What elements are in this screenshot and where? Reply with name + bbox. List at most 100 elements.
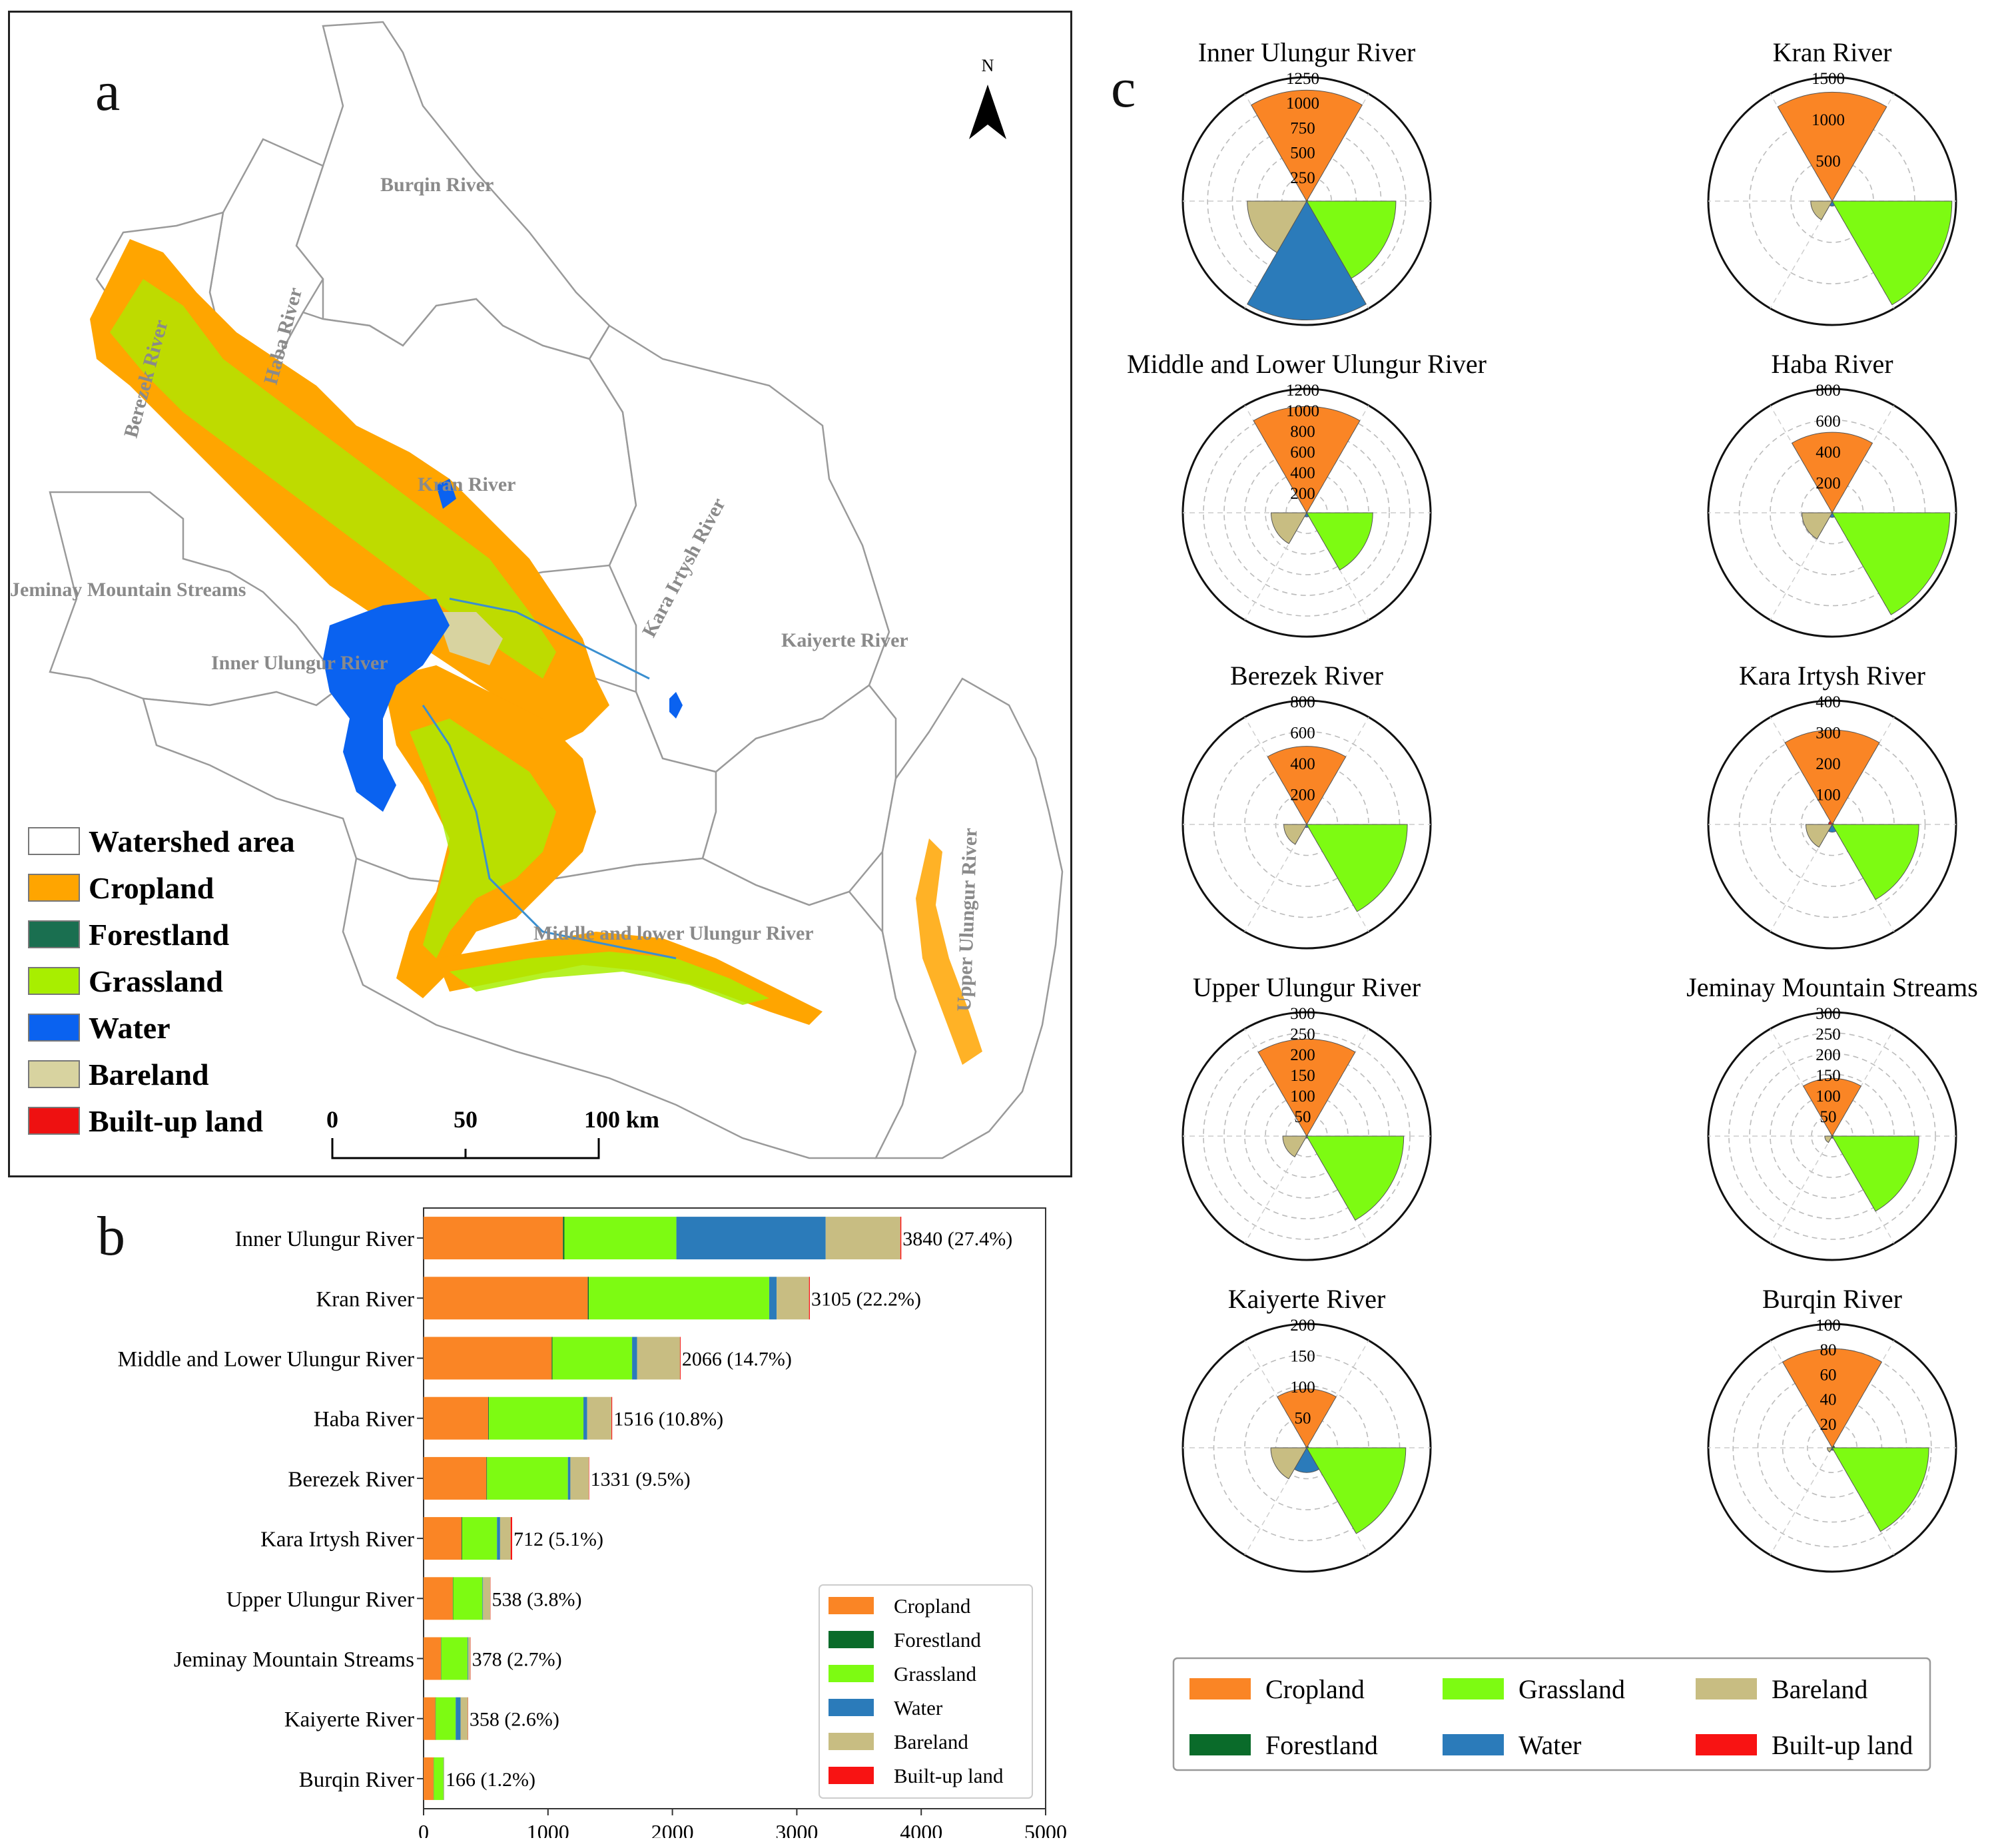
bar-segment-cropland (424, 1396, 489, 1440)
bar-legend-label: Cropland (894, 1594, 971, 1618)
polar-tick-label: 200 (1290, 1317, 1315, 1335)
map-legend-swatch-cropland (28, 874, 80, 902)
polar-tick-label: 750 (1290, 119, 1315, 137)
polar-legend-swatch (1696, 1678, 1757, 1699)
bar-segment-cropland (424, 1697, 436, 1740)
bar-legend-label: Bareland (894, 1730, 968, 1753)
bar-category-label: Berezek River (288, 1468, 414, 1492)
polar-chart: Middle and Lower Ulungur River 200 400 600 8… (1127, 349, 1487, 638)
polar-tick-label: 200 (1290, 485, 1315, 503)
polar-tick-label: 1500 (1812, 70, 1845, 88)
bar-category-label: Haba River (314, 1408, 414, 1432)
map-legend-label: Bareland (89, 1058, 209, 1091)
polar-legend-label: Water (1518, 1730, 1582, 1760)
grassland-lower-strip (450, 952, 769, 1005)
polar-title: Kaiyerte River (1228, 1284, 1386, 1314)
polar-tick-label: 250 (1290, 1026, 1315, 1044)
label-inner-ulungur: Inner Ulungur River (211, 652, 388, 674)
bar-legend-label: Grassland (894, 1662, 976, 1686)
bar-segment-forestland (486, 1456, 488, 1500)
lake-ulungur (323, 599, 450, 812)
polar-tick-label: 600 (1290, 725, 1315, 743)
polar-tick-label: 500 (1816, 153, 1841, 170)
polar-wedge-built-up-land (1828, 820, 1833, 825)
polar-chart: Kara Irtysh River 100 200 300 400 (1707, 661, 1957, 950)
polar-wedge-bareland (1247, 200, 1307, 254)
polar-tick-label: 500 (1290, 145, 1315, 162)
polar-grid-spoke (1770, 1135, 1833, 1244)
bar-segment-forestland (452, 1577, 454, 1620)
bar-legend-swatch (829, 1631, 874, 1648)
polar-tick-label: 200 (1816, 755, 1841, 773)
bar-segment-built-up-land (900, 1217, 902, 1260)
bar-segment-forestland (563, 1217, 565, 1260)
polar-title: Kran River (1773, 37, 1892, 67)
map-legend-label: Grassland (89, 964, 223, 998)
bar-segment-bareland (468, 1637, 471, 1680)
bar-xtick-label: 2000 (651, 1820, 694, 1838)
bar-segment-bareland (825, 1217, 900, 1260)
map-legend-label: Water (89, 1011, 170, 1045)
water-kara-irtysh (669, 692, 683, 719)
bar-category-label: Middle and Lower Ulungur River (118, 1348, 414, 1372)
polar-wedge-grassland (1306, 824, 1408, 912)
polar-tick-label: 50 (1295, 1108, 1311, 1126)
panel-letter-a: a (95, 61, 121, 123)
landuse-patches (90, 239, 982, 1065)
polar-wedge-grassland (1832, 512, 1951, 615)
panel-letter-b: b (97, 1205, 125, 1267)
polar-tick-label: 200 (1816, 1046, 1841, 1064)
grassland-streaks (110, 279, 556, 679)
polar-tick-label: 1000 (1286, 95, 1319, 113)
polar-legend-swatch (1443, 1734, 1504, 1755)
label-burqin: Burqin River (380, 174, 494, 196)
polar-tick-label: 150 (1290, 1067, 1315, 1085)
bar-xtick-label: 5000 (1024, 1820, 1067, 1838)
bar-segment-water (632, 1337, 637, 1380)
polar-wedge-bareland (1283, 824, 1307, 845)
north-label: N (982, 56, 994, 75)
river-ulungur-line (422, 705, 677, 960)
bar-xtick-label: 0 (418, 1820, 429, 1838)
polar-wedge-grassland (1306, 1135, 1405, 1221)
map-legend-label: Watershed area (89, 824, 295, 858)
bar-segment-grassland (489, 1396, 584, 1440)
polar-tick-label: 50 (1820, 1108, 1837, 1126)
map-legend-label: Cropland (89, 871, 214, 905)
bar-legend-label: Forestland (894, 1628, 981, 1652)
bar-total-label: 358 (2.6%) (470, 1709, 559, 1731)
polar-chart: Inner Ulungur River 250 500 750 1000 1250 (1181, 37, 1432, 326)
polar-wedge-cropland (1277, 1388, 1337, 1448)
bar-segment-bareland (483, 1577, 491, 1620)
polar-wedge-bareland (1827, 1447, 1833, 1453)
bar-category-label: Kara Irtysh River (260, 1528, 414, 1552)
polar-title: Burqin River (1762, 1284, 1902, 1314)
bar-segment-built-up-land (809, 1277, 811, 1320)
bar-segment-grassland (564, 1217, 677, 1260)
polar-wedge-built-up-land (1305, 511, 1307, 513)
scale-bar-line (331, 1138, 600, 1159)
polar-tick-label: 150 (1290, 1348, 1315, 1366)
basin-upper-ulungur (874, 677, 1064, 1159)
bar-segment-water (567, 1456, 571, 1500)
polar-tick-label: 20 (1820, 1416, 1837, 1434)
polar-wedge-grassland (1306, 1447, 1407, 1534)
bar-legend-swatch (829, 1767, 874, 1784)
polar-wedge-cropland (1267, 746, 1347, 825)
bar-category-label: Kran River (316, 1287, 414, 1311)
bar-segment-cropland (424, 1517, 462, 1560)
bar-segment-cropland (424, 1757, 434, 1800)
bar-segment-bareland (570, 1456, 589, 1500)
polar-title: Kara Irtysh River (1739, 661, 1925, 691)
water-kran (436, 479, 456, 509)
map-legend-swatch-watershed-area (28, 827, 80, 855)
polar-wedge-grassland (1306, 512, 1373, 571)
bar-xtick-label: 4000 (900, 1820, 942, 1838)
polar-wedge-grassland (1306, 200, 1397, 279)
polar-tick-label: 100 (1290, 1087, 1315, 1105)
river-strip-lower (436, 932, 823, 1025)
bar-segment-bareland (637, 1337, 680, 1380)
panel-letter-c: c (1111, 57, 1136, 119)
bar-segment-built-up-land (510, 1517, 513, 1560)
north-arrow: N (969, 56, 1006, 139)
